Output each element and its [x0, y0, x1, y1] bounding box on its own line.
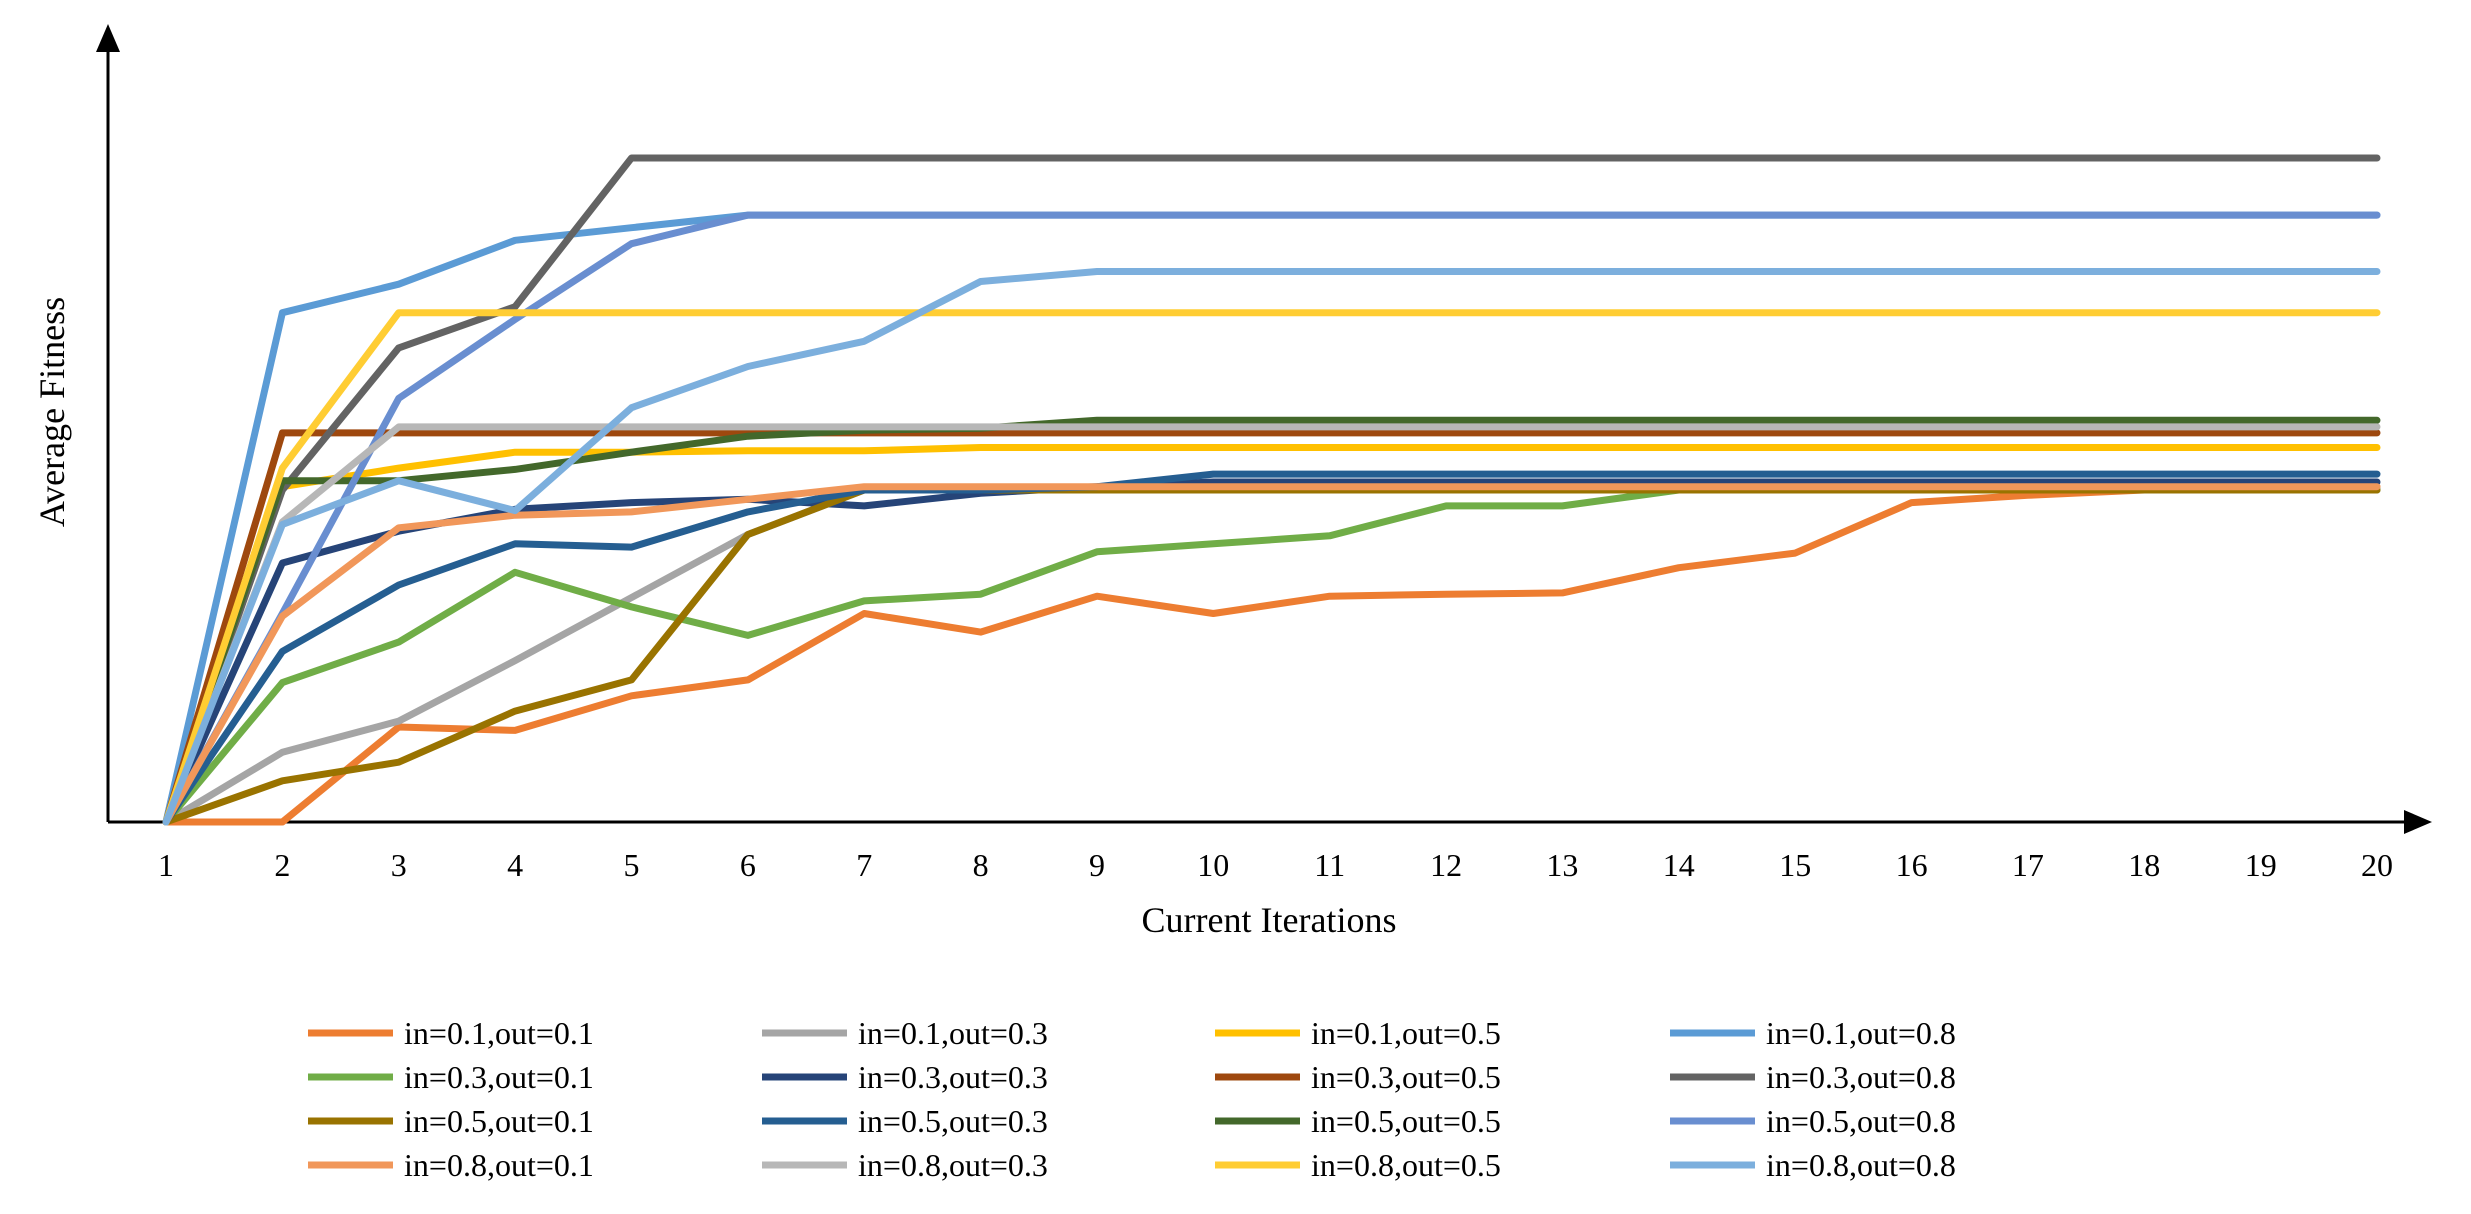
legend-item: in=0.5,out=0.3 [762, 1103, 1048, 1139]
legend-label: in=0.8,out=0.8 [1766, 1147, 1956, 1183]
x-tick-label: 15 [1779, 847, 1811, 883]
x-tick-label: 5 [624, 847, 640, 883]
y-axis-arrow-icon [96, 24, 120, 52]
series-line-12 [162, 483, 2381, 826]
legend-label: in=0.8,out=0.1 [404, 1147, 594, 1183]
x-tick-labels: 1 2 3 4 5 6 7 8 9 10 11 12 13 14 15 16 17 18 19 20 [158, 847, 2393, 883]
legend-label: in=0.8,out=0.3 [858, 1147, 1048, 1183]
x-tick-label: 18 [2128, 847, 2160, 883]
x-tick-label: 19 [2245, 847, 2277, 883]
legend-item: in=0.5,out=0.8 [1670, 1103, 1956, 1139]
x-tick-label: 13 [1546, 847, 1578, 883]
x-tick-label: 20 [2361, 847, 2393, 883]
x-tick-label: 9 [1089, 847, 1105, 883]
series-line-15 [162, 268, 2381, 826]
legend-item: in=0.3,out=0.1 [308, 1059, 594, 1095]
legend-item: in=0.8,out=0.3 [762, 1147, 1048, 1183]
x-axis-title: Current Iterations [1142, 900, 1397, 940]
axes [96, 24, 2432, 834]
x-tick-label: 14 [1663, 847, 1695, 883]
legend-label: in=0.5,out=0.8 [1766, 1103, 1956, 1139]
legend-item: in=0.3,out=0.3 [762, 1059, 1048, 1095]
x-tick-label: 17 [2012, 847, 2044, 883]
legend-item: in=0.1,out=0.5 [1215, 1015, 1501, 1051]
series-line-6 [162, 429, 2381, 826]
x-tick-label: 12 [1430, 847, 1462, 883]
legend-item: in=0.1,out=0.3 [762, 1015, 1048, 1051]
legend-item: in=0.3,out=0.8 [1670, 1059, 1956, 1095]
series-line-13 [162, 423, 2381, 826]
x-axis-arrow-icon [2404, 810, 2432, 834]
x-tick-label: 6 [740, 847, 756, 883]
legend-label: in=0.8,out=0.5 [1311, 1147, 1501, 1183]
legend-label: in=0.1,out=0.5 [1311, 1015, 1501, 1051]
series-line-5 [162, 478, 2381, 826]
series-line-11 [162, 211, 2381, 826]
legend-label: in=0.5,out=0.3 [858, 1103, 1048, 1139]
x-tick-label: 3 [391, 847, 407, 883]
y-axis-title: Average Fitness [32, 297, 72, 527]
legend-label: in=0.5,out=0.1 [404, 1103, 594, 1139]
x-tick-label: 10 [1197, 847, 1229, 883]
series-line-4 [162, 486, 2381, 826]
legend-item: in=0.1,out=0.8 [1670, 1015, 1956, 1051]
series-line-14 [162, 309, 2381, 826]
legend: in=0.1,out=0.1 in=0.1,out=0.3 in=0.1,out=0… [308, 1015, 1956, 1183]
legend-item: in=0.8,out=0.5 [1215, 1147, 1501, 1183]
legend-item: in=0.1,out=0.1 [308, 1015, 594, 1051]
legend-item: in=0.3,out=0.5 [1215, 1059, 1501, 1095]
x-tick-label: 11 [1314, 847, 1345, 883]
legend-label: in=0.1,out=0.1 [404, 1015, 594, 1051]
legend-item: in=0.5,out=0.1 [308, 1103, 594, 1139]
series-line-10 [162, 416, 2381, 826]
legend-item: in=0.8,out=0.8 [1670, 1147, 1956, 1183]
legend-item: in=0.5,out=0.5 [1215, 1103, 1501, 1139]
legend-label: in=0.3,out=0.8 [1766, 1059, 1956, 1095]
legend-label: in=0.3,out=0.1 [404, 1059, 594, 1095]
legend-label: in=0.3,out=0.5 [1311, 1059, 1501, 1095]
legend-label: in=0.5,out=0.5 [1311, 1103, 1501, 1139]
x-tick-label: 1 [158, 847, 174, 883]
x-tick-label: 4 [507, 847, 523, 883]
series-line-9 [162, 470, 2381, 826]
legend-label: in=0.1,out=0.8 [1766, 1015, 1956, 1051]
legend-label: in=0.1,out=0.3 [858, 1015, 1048, 1051]
series-line-7 [162, 154, 2381, 826]
x-tick-label: 8 [973, 847, 989, 883]
legend-item: in=0.8,out=0.1 [308, 1147, 594, 1183]
legend-label: in=0.3,out=0.3 [858, 1059, 1048, 1095]
x-tick-label: 2 [274, 847, 290, 883]
series-lines [162, 154, 2381, 826]
x-tick-label: 16 [1896, 847, 1928, 883]
series-line-2 [162, 444, 2381, 826]
x-tick-label: 7 [856, 847, 872, 883]
series-line-0 [162, 483, 2381, 826]
